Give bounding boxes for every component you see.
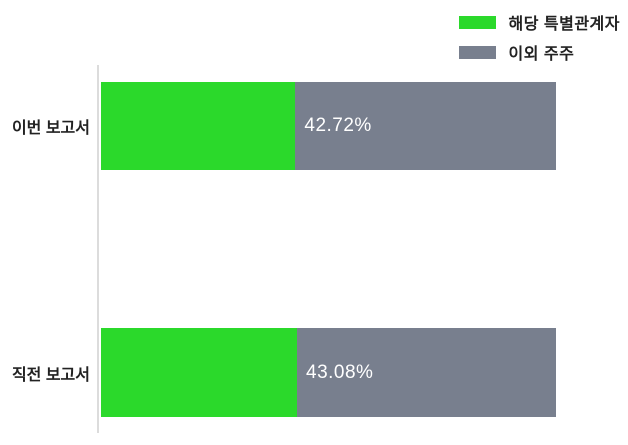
legend-swatch-green xyxy=(458,15,496,29)
legend: 해당 특별관계자 이외 주주 xyxy=(458,10,621,64)
bar-segment-special-related xyxy=(101,82,296,170)
bar-previous-report: 43.08% xyxy=(101,328,556,417)
bar-row-current-report: 이번 보고서 42.72% xyxy=(0,82,628,170)
bar-segment-other-shareholders: 43.08% xyxy=(297,328,556,417)
y-axis-line xyxy=(97,65,99,433)
legend-label-other-shareholders: 이외 주주 xyxy=(508,46,575,63)
category-label-previous-report: 직전 보고서 xyxy=(11,366,90,384)
category-label-current-report: 이번 보고서 xyxy=(11,120,90,137)
legend-item-other-shareholders: 이외 주주 xyxy=(458,40,575,64)
legend-item-special-related: 해당 특별관계자 xyxy=(458,10,621,34)
bar-value-label-previous: 43.08% xyxy=(306,361,374,383)
legend-swatch-gray xyxy=(458,45,496,59)
bar-segment-other-shareholders: 42.72% xyxy=(295,82,556,170)
bar-row-previous-report: 직전 보고서 43.08% xyxy=(0,328,628,417)
bar-value-label-current: 42.72% xyxy=(304,115,372,136)
legend-label-special-related: 해당 특별관계자 xyxy=(508,16,620,33)
bar-segment-special-related xyxy=(101,328,297,417)
bar-current-report: 42.72% xyxy=(101,82,556,170)
